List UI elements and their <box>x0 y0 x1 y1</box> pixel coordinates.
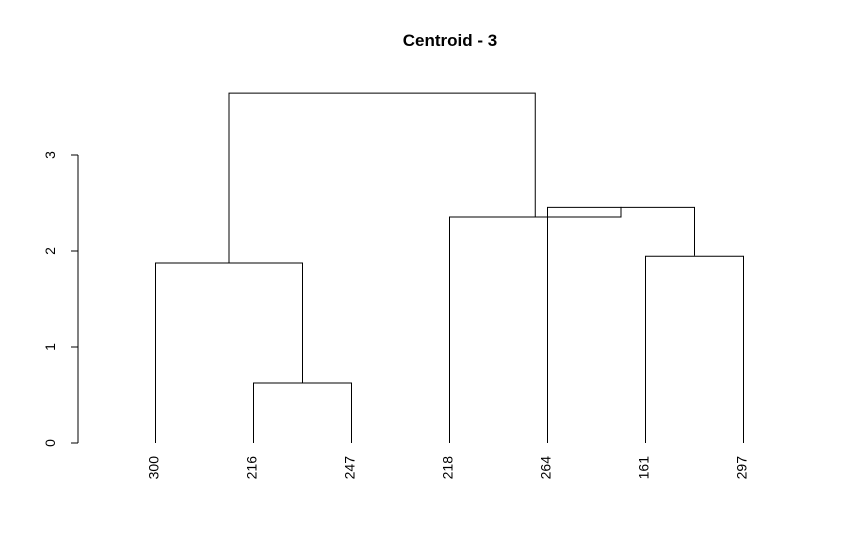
leaf-label-161: 161 <box>636 456 652 480</box>
leaf-labels: 300 216 247 218 264 161 297 <box>146 456 750 480</box>
leaf-label-218: 218 <box>440 456 456 480</box>
y-tick-label: 2 <box>42 247 58 255</box>
leaf-label-297: 297 <box>734 456 750 480</box>
dendrogram-branches <box>155 92 744 443</box>
y-axis: 0 1 2 3 <box>42 151 79 447</box>
leaf-label-247: 247 <box>342 456 358 480</box>
y-tick-label: 0 <box>42 439 58 447</box>
y-tick-label: 3 <box>42 151 58 159</box>
leaf-label-216: 216 <box>244 456 260 480</box>
dendrogram-branch-m1 <box>253 382 352 443</box>
y-tick-label: 1 <box>42 343 58 351</box>
dendrogram-branch-m2 <box>155 262 303 443</box>
dendrogram-branch-m3 <box>645 255 744 443</box>
leaf-label-300: 300 <box>146 456 162 480</box>
dendrogram-branch-m5 <box>449 206 622 443</box>
leaf-label-264: 264 <box>538 456 554 480</box>
dendrogram-branch-m4 <box>547 206 695 443</box>
chart-title: Centroid - 3 <box>403 31 497 50</box>
dendrogram-branch-m6 <box>228 92 536 263</box>
